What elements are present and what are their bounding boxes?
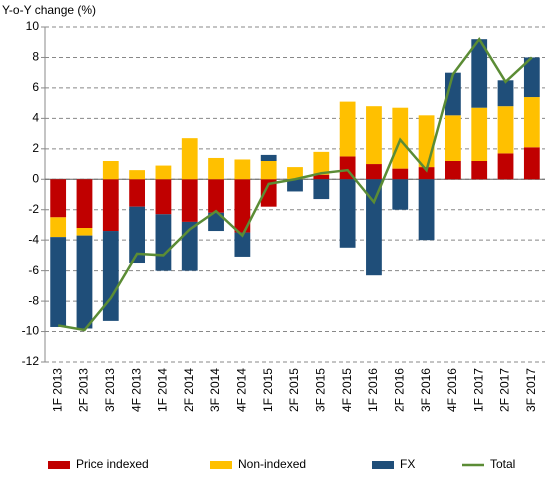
bar-segment: [471, 39, 488, 108]
y-tick-label: -4: [28, 232, 39, 246]
x-tick-label: 3F 2016: [419, 368, 433, 412]
bar-segment: [418, 167, 435, 180]
bar-segment: [208, 179, 224, 213]
bar-segment: [155, 179, 172, 215]
x-tick-label: 4F 2013: [129, 368, 143, 412]
bar-segment: [181, 138, 198, 180]
bar-segment: [339, 179, 356, 248]
x-tick-label: 3F 2014: [208, 368, 222, 412]
bar-segment: [445, 72, 461, 116]
legend-swatch: [48, 461, 70, 469]
bar-segment: [129, 170, 145, 180]
bar-segment: [129, 179, 145, 207]
bar-segment: [155, 165, 172, 180]
bar-segment: [129, 206, 145, 264]
bar-segment: [471, 161, 488, 180]
bar-segment: [50, 179, 67, 218]
bar-segment: [392, 179, 409, 210]
x-tick-label: 4F 2016: [445, 368, 459, 412]
legend-swatch: [210, 461, 232, 469]
y-tick-label: 10: [26, 19, 40, 33]
y-tick-label: -10: [22, 324, 40, 338]
bar-segment: [287, 167, 303, 180]
bar-segment: [234, 159, 251, 180]
bar-segment: [523, 57, 540, 98]
bar-segment: [287, 179, 303, 192]
y-tick-label: -8: [28, 293, 39, 307]
x-tick-label: 2F 2015: [287, 368, 301, 412]
bar-segment: [50, 217, 67, 238]
bar-segment: [208, 212, 224, 232]
y-tick-label: 8: [32, 50, 39, 64]
bar-segment: [208, 157, 224, 180]
bar-segment: [497, 80, 514, 107]
y-tick-label: 0: [32, 171, 39, 185]
bar-segment: [76, 235, 93, 329]
x-tick-label: 4F 2014: [235, 368, 249, 412]
bar-segment: [260, 154, 277, 161]
bar-segment: [445, 115, 461, 161]
bar-segment: [418, 179, 435, 241]
bar-segment: [234, 232, 251, 257]
y-axis-label: Y-o-Y change (%): [2, 3, 96, 17]
legend-label: Total: [490, 457, 515, 471]
x-tick-label: 1F 2016: [366, 368, 380, 412]
bar-segment: [366, 179, 382, 276]
x-tick-label: 2F 2017: [498, 368, 512, 412]
x-tick-label: 1F 2015: [261, 368, 275, 412]
bar-segment: [523, 147, 540, 180]
y-tick-label: -6: [28, 263, 39, 277]
bar-segment: [366, 164, 382, 180]
bar-segment: [313, 179, 330, 200]
bar-segment: [260, 179, 277, 207]
x-tick-label: 3F 2017: [524, 368, 538, 412]
bar-segment: [339, 101, 356, 157]
bar-segment: [102, 161, 119, 180]
legend-label: FX: [400, 457, 415, 471]
x-tick-label: 1F 2013: [50, 368, 64, 412]
legend-label: Non-indexed: [238, 457, 306, 471]
x-tick-label: 1F 2014: [156, 368, 170, 412]
bar-segment: [102, 179, 119, 232]
x-tick-label: 2F 2014: [182, 368, 196, 412]
bar-segment: [445, 161, 461, 180]
bar-segment: [471, 107, 488, 161]
x-tick-label: 1F 2017: [471, 368, 485, 412]
y-tick-label: 6: [32, 80, 39, 94]
legend-label: Price indexed: [76, 457, 149, 471]
x-tick-label: 3F 2013: [103, 368, 117, 412]
line-series: [57, 36, 533, 332]
legend-swatch: [372, 461, 394, 469]
bar-segment: [313, 151, 330, 175]
x-tick-label: 4F 2015: [340, 368, 354, 412]
y-tick-label: -12: [22, 354, 40, 368]
bar-segment: [181, 179, 198, 222]
y-tick-label: 2: [32, 141, 39, 155]
bar-segment: [234, 179, 251, 233]
bar-segment: [392, 168, 409, 180]
y-tick-label: 4: [32, 111, 39, 125]
x-tick-label: 2F 2016: [392, 368, 406, 412]
bar-segment: [50, 237, 67, 327]
bar-segment: [76, 228, 93, 236]
bar-segment: [497, 106, 514, 154]
y-tick-label: -2: [28, 202, 39, 216]
bar-segment: [366, 106, 382, 165]
x-tick-label: 3F 2015: [313, 368, 327, 412]
bar-segment: [102, 231, 119, 321]
bar-segment: [418, 115, 435, 168]
x-tick-label: 2F 2013: [77, 368, 91, 412]
bar-segment: [497, 153, 514, 180]
bar-segment: [260, 161, 277, 180]
bar-segment: [313, 174, 330, 180]
bar-segment: [76, 179, 93, 228]
bar-segment: [155, 214, 172, 271]
bar-segment: [523, 97, 540, 148]
